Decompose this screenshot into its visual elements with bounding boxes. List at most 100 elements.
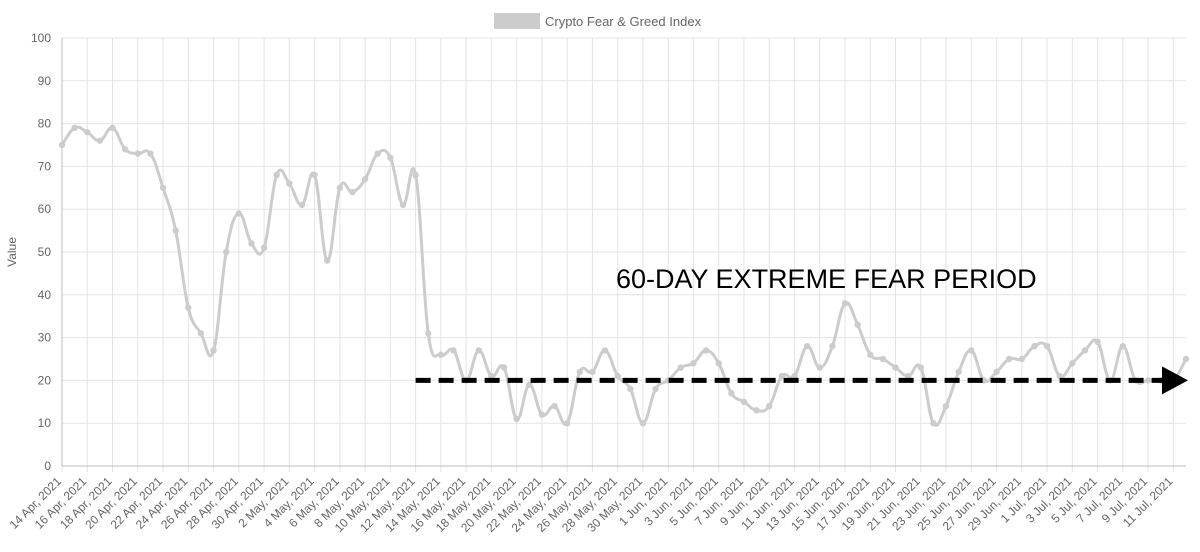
data-point <box>930 420 937 427</box>
data-point <box>324 257 331 264</box>
data-point <box>867 351 874 358</box>
data-point <box>829 342 836 350</box>
data-point <box>450 347 457 354</box>
data-point <box>538 411 546 418</box>
legend[interactable]: Crypto Fear & Greed Index <box>494 13 702 29</box>
data-point <box>702 347 710 354</box>
data-point <box>589 368 596 376</box>
data-point <box>121 146 129 153</box>
data-point <box>563 420 571 427</box>
data-point <box>84 128 91 136</box>
data-point <box>1018 355 1026 363</box>
data-point <box>904 372 912 380</box>
y-tick-label: 80 <box>38 117 52 131</box>
data-point <box>627 385 634 393</box>
data-point <box>500 364 508 371</box>
axes <box>61 38 1186 467</box>
data-point <box>1081 347 1089 354</box>
data-point <box>109 124 116 132</box>
data-point <box>968 347 975 354</box>
data-point <box>803 342 811 350</box>
data-point <box>197 330 205 337</box>
data-point <box>71 124 78 132</box>
y-tick-label: 30 <box>38 331 52 345</box>
data-point <box>955 368 962 376</box>
data-point <box>210 347 217 354</box>
y-tick-labels: 0 10 20 30 40 50 60 70 80 90 100 <box>31 31 51 473</box>
data-point <box>690 360 697 367</box>
data-point <box>387 154 394 162</box>
data-point <box>740 398 748 405</box>
data-point <box>248 240 255 247</box>
data-point <box>639 420 647 427</box>
y-tick-label: 70 <box>38 159 52 173</box>
y-tick-label: 100 <box>31 31 51 45</box>
data-point <box>475 347 482 354</box>
data-point <box>361 176 369 183</box>
y-tick-label: 60 <box>38 202 52 216</box>
data-point <box>892 364 899 371</box>
data-point <box>58 141 66 149</box>
data-point <box>437 351 445 358</box>
arrow-head <box>1162 366 1188 395</box>
data-point <box>1094 338 1101 346</box>
data-point <box>677 364 685 371</box>
legend-swatch <box>494 13 540 29</box>
data-point <box>728 390 735 397</box>
data-point <box>222 248 230 256</box>
data-point <box>715 360 722 367</box>
data-point <box>1144 377 1152 384</box>
data-point <box>1005 355 1013 363</box>
data-point <box>526 381 533 388</box>
data-point <box>551 402 558 410</box>
data-point <box>412 171 419 179</box>
data-point <box>399 201 407 209</box>
y-tick-label: 40 <box>38 288 52 302</box>
data-point <box>917 364 924 371</box>
y-tick-label: 50 <box>38 245 52 259</box>
data-point <box>601 347 609 354</box>
data-point <box>1056 372 1063 380</box>
data-point <box>159 184 167 191</box>
data-point <box>753 407 760 414</box>
data-point <box>652 385 659 393</box>
data-point <box>147 150 154 157</box>
data-point <box>349 188 356 196</box>
data-point <box>841 300 849 307</box>
data-point <box>286 180 293 187</box>
data-point <box>336 184 344 191</box>
data-point <box>1119 342 1127 350</box>
y-axis-label: Value <box>5 237 19 267</box>
data-point <box>1069 360 1076 367</box>
data-point <box>185 304 192 311</box>
data-point <box>1031 342 1038 350</box>
data-point <box>942 402 950 410</box>
data-point <box>576 368 583 376</box>
data-point <box>374 150 381 157</box>
data-point <box>172 227 179 234</box>
legend-label: Crypto Fear & Greed Index <box>545 14 702 29</box>
data-point <box>298 201 306 209</box>
data-point <box>816 364 823 371</box>
data-point <box>854 321 861 328</box>
data-point <box>1043 342 1051 350</box>
y-tick-label: 90 <box>38 74 52 88</box>
y-tick-label: 20 <box>38 373 52 387</box>
data-point <box>425 330 432 337</box>
data-point <box>993 368 1000 376</box>
data-point <box>614 372 621 380</box>
data-point <box>1182 355 1190 363</box>
data-point <box>134 150 141 157</box>
data-point <box>766 402 773 410</box>
data-point <box>879 355 887 363</box>
annotations <box>415 366 1188 395</box>
annotation-text: 60-DAY EXTREME FEAR PERIOD <box>616 264 1037 294</box>
data-point <box>513 415 520 423</box>
data-point <box>791 372 798 380</box>
y-tick-label: 0 <box>44 459 51 473</box>
y-tick-label: 10 <box>38 416 52 430</box>
data-point <box>311 171 318 179</box>
data-point <box>778 372 786 380</box>
